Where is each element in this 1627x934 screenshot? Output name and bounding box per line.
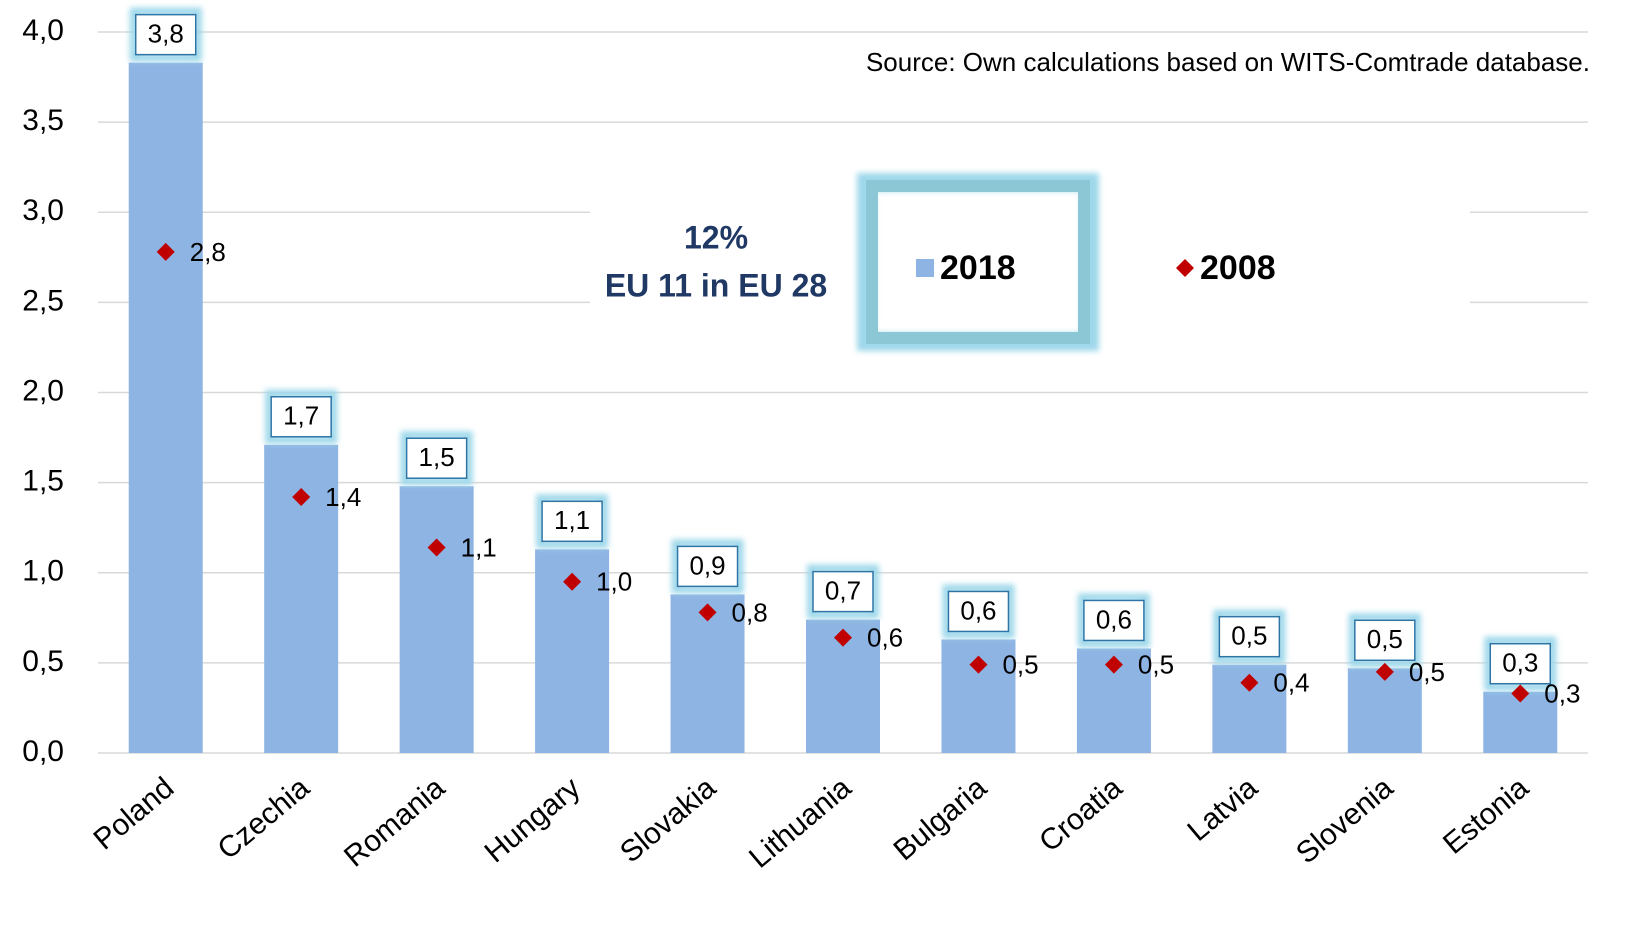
marker bbox=[156, 242, 175, 261]
value-label: 1,1 bbox=[461, 532, 497, 562]
value-label-box bbox=[812, 570, 874, 613]
value-label-box bbox=[405, 437, 468, 479]
annotation-background bbox=[590, 200, 1470, 330]
value-label: 0,6 bbox=[960, 595, 996, 625]
value-label-box bbox=[270, 396, 332, 438]
marker bbox=[1375, 662, 1394, 681]
x-tick-label: Slovakia bbox=[614, 771, 722, 869]
legend-label: 2008 bbox=[1200, 249, 1276, 287]
value-label: 1,0 bbox=[596, 567, 632, 597]
legend-label: 2018 bbox=[940, 249, 1016, 287]
value-label-glow bbox=[942, 584, 1015, 639]
bar bbox=[1347, 668, 1422, 753]
value-label-glow bbox=[671, 539, 744, 594]
value-label-box bbox=[676, 545, 739, 588]
x-tick-label: Croatia bbox=[1033, 771, 1129, 859]
annotation: 12% bbox=[684, 219, 748, 255]
x-tick-label: Czechia bbox=[212, 771, 316, 866]
marker bbox=[427, 538, 446, 557]
legend: 2018 2008 bbox=[857, 173, 1276, 351]
value-label-box bbox=[1489, 642, 1552, 685]
x-tick-label: Hungary bbox=[479, 771, 587, 869]
y-tick-label: 1,5 bbox=[22, 465, 64, 498]
value-label: 0,6 bbox=[1096, 604, 1132, 634]
value-label-box bbox=[1354, 619, 1416, 662]
value-label: 0,5 bbox=[1231, 621, 1267, 651]
value-label-glow bbox=[129, 7, 202, 62]
value-label: 0,6 bbox=[867, 623, 903, 653]
x-tick-label: Poland bbox=[88, 771, 181, 856]
legend-swatch bbox=[916, 259, 934, 277]
value-label-box bbox=[947, 590, 1010, 633]
x-tick-label: Bulgaria bbox=[888, 771, 994, 867]
value-label: 1,5 bbox=[419, 442, 455, 472]
value-label-glow bbox=[807, 564, 879, 619]
value-label: 1,7 bbox=[283, 401, 319, 431]
marker bbox=[292, 488, 311, 507]
y-tick-label: 1,0 bbox=[22, 555, 64, 588]
value-label-box bbox=[541, 500, 603, 543]
x-tick-label: Lithuania bbox=[743, 771, 858, 875]
value-label: 0,4 bbox=[1273, 668, 1309, 698]
value-label: 0,5 bbox=[1409, 657, 1445, 687]
value-label-box bbox=[1083, 599, 1145, 642]
x-tick-label: Estonia bbox=[1437, 771, 1535, 861]
marker bbox=[1511, 684, 1530, 703]
value-label-glow bbox=[1213, 609, 1286, 664]
x-tick-label: Latvia bbox=[1181, 771, 1264, 848]
value-label-glow bbox=[536, 494, 609, 549]
value-label-box bbox=[1218, 615, 1281, 658]
value-label-glow bbox=[265, 389, 338, 444]
value-label: 0,8 bbox=[732, 597, 768, 627]
legend-frame bbox=[866, 180, 1090, 344]
y-tick-label: 4,0 bbox=[22, 14, 64, 47]
marker bbox=[969, 655, 988, 674]
value-label: 0,3 bbox=[1502, 648, 1538, 678]
marker bbox=[563, 572, 582, 591]
marker bbox=[1240, 673, 1259, 692]
value-label: 1,1 bbox=[554, 505, 590, 535]
marker bbox=[698, 603, 717, 622]
bar bbox=[399, 486, 474, 753]
y-tick-label: 2,5 bbox=[22, 284, 64, 317]
value-label: 1,4 bbox=[325, 482, 361, 512]
value-label: 0,5 bbox=[1367, 624, 1403, 654]
value-label: 3,8 bbox=[148, 19, 184, 49]
marker bbox=[834, 628, 852, 647]
marker bbox=[1104, 655, 1123, 674]
value-label: 0,9 bbox=[689, 550, 725, 580]
annotation: EU 11 in EU 28 bbox=[605, 267, 827, 303]
y-tick-label: 0,5 bbox=[22, 645, 64, 678]
value-label-glow bbox=[1077, 593, 1150, 648]
value-label-glow bbox=[400, 431, 473, 486]
y-tick-label: 3,0 bbox=[22, 194, 64, 227]
y-tick-label: 2,0 bbox=[22, 374, 64, 407]
value-label: 0,5 bbox=[1138, 650, 1174, 680]
x-tick-label: Romania bbox=[338, 771, 451, 874]
value-label: 2,8 bbox=[190, 237, 226, 267]
y-tick-label: 0,0 bbox=[22, 735, 64, 768]
value-label: 0,7 bbox=[825, 575, 861, 605]
y-tick-label: 3,5 bbox=[22, 104, 64, 137]
legend-swatch bbox=[1176, 259, 1194, 277]
value-label-box bbox=[134, 13, 197, 56]
bar bbox=[128, 62, 203, 753]
value-label: 0,3 bbox=[1544, 678, 1580, 708]
value-label: 0,5 bbox=[1002, 650, 1038, 680]
source-note: Source: Own calculations based on WITS-C… bbox=[866, 47, 1590, 77]
x-tick-label: Slovenia bbox=[1290, 771, 1400, 870]
